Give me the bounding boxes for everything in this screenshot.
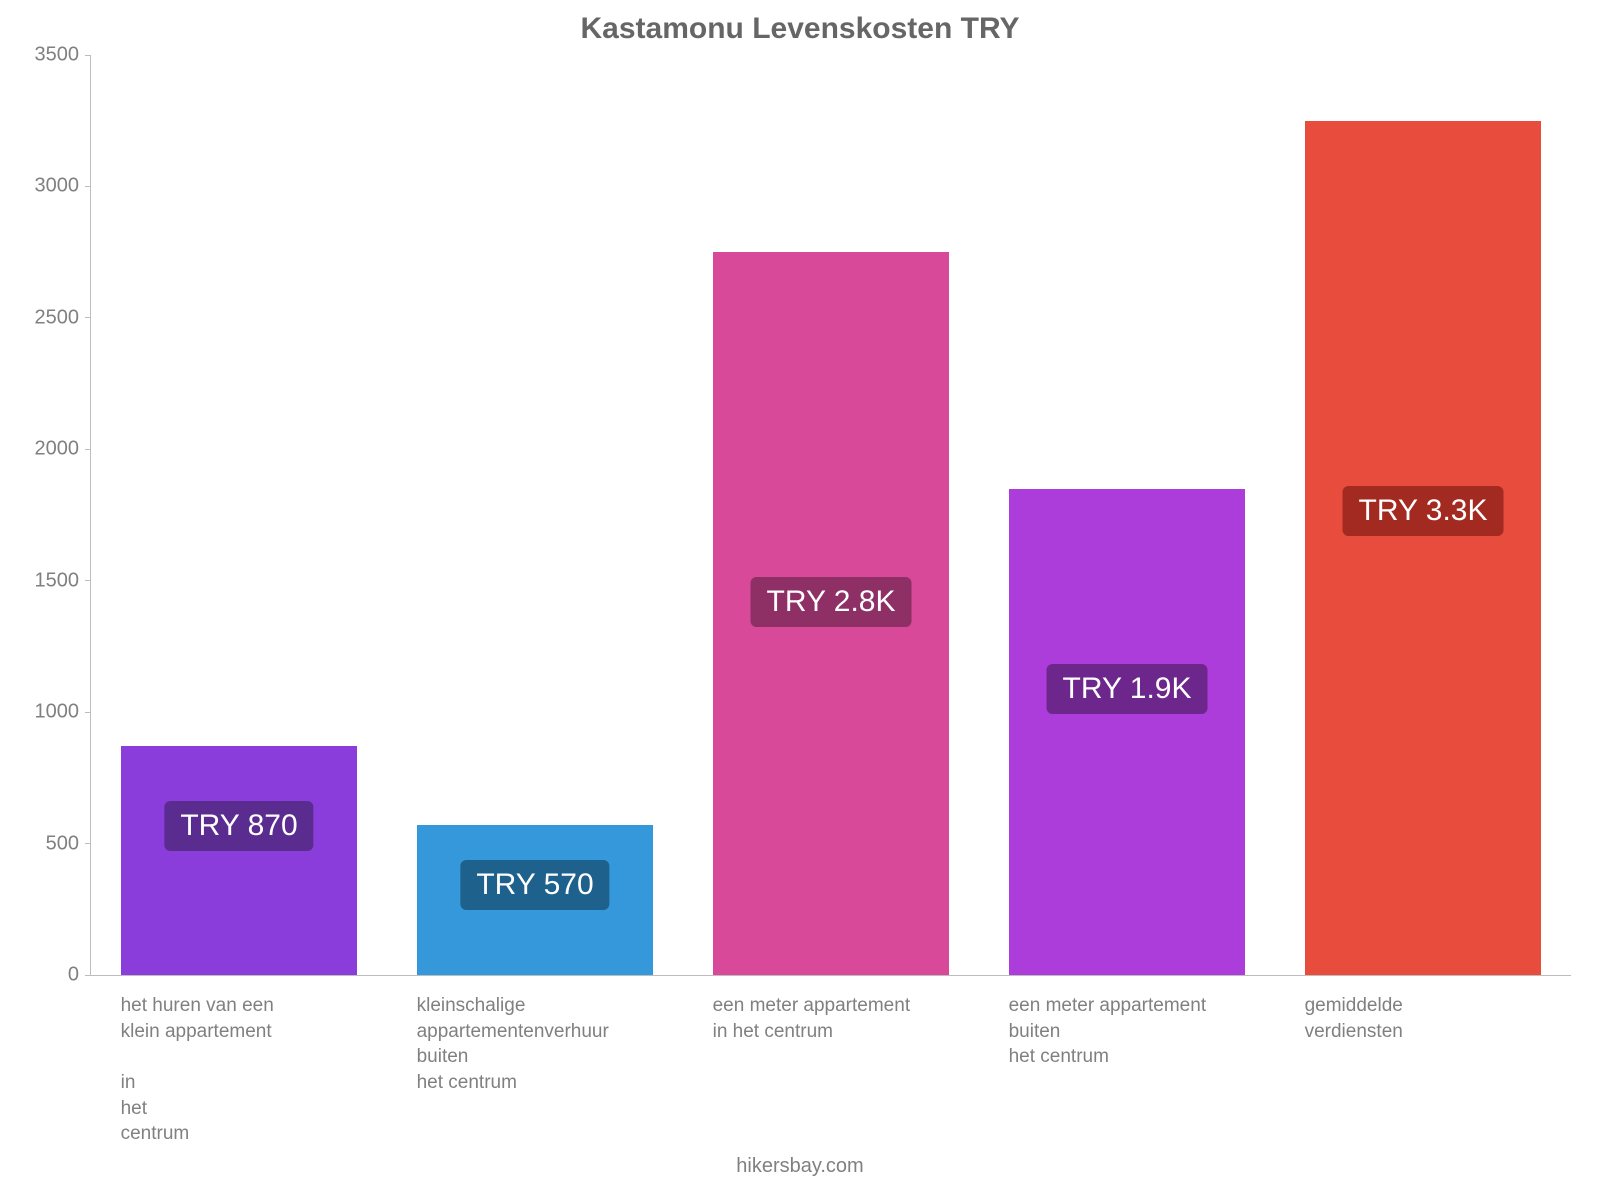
y-tick-label: 0	[68, 964, 91, 987]
y-tick-label: 3000	[35, 175, 92, 198]
x-tick-label: gemiddelde verdiensten	[1305, 975, 1582, 1044]
chart-container: Kastamonu Levenskosten TRY 0500100015002…	[0, 0, 1600, 1200]
bar-value-badge: TRY 570	[460, 860, 609, 910]
bar	[1009, 489, 1246, 975]
x-tick-label: het huren van een klein appartement in h…	[121, 975, 398, 1147]
bar-value-badge: TRY 1.9K	[1047, 664, 1208, 714]
y-tick-label: 1000	[35, 701, 92, 724]
y-tick-label: 2000	[35, 438, 92, 461]
plot-area: 0500100015002000250030003500TRY 870het h…	[90, 55, 1571, 976]
y-tick-label: 2500	[35, 306, 92, 329]
chart-title: Kastamonu Levenskosten TRY	[0, 12, 1600, 46]
x-tick-label: een meter appartement in het centrum	[713, 975, 990, 1044]
bar-value-badge: TRY 870	[164, 801, 313, 851]
x-tick-label: kleinschalige appartementenverhuur buite…	[417, 975, 694, 1096]
bar	[121, 746, 358, 975]
bar-value-badge: TRY 2.8K	[751, 577, 912, 627]
y-tick-label: 3500	[35, 44, 92, 67]
bar	[1305, 121, 1542, 975]
footer-credit: hikersbay.com	[0, 1155, 1600, 1178]
x-tick-label: een meter appartement buiten het centrum	[1009, 975, 1286, 1070]
y-tick-label: 500	[46, 832, 91, 855]
y-tick-label: 1500	[35, 569, 92, 592]
bar-value-badge: TRY 3.3K	[1343, 486, 1504, 536]
